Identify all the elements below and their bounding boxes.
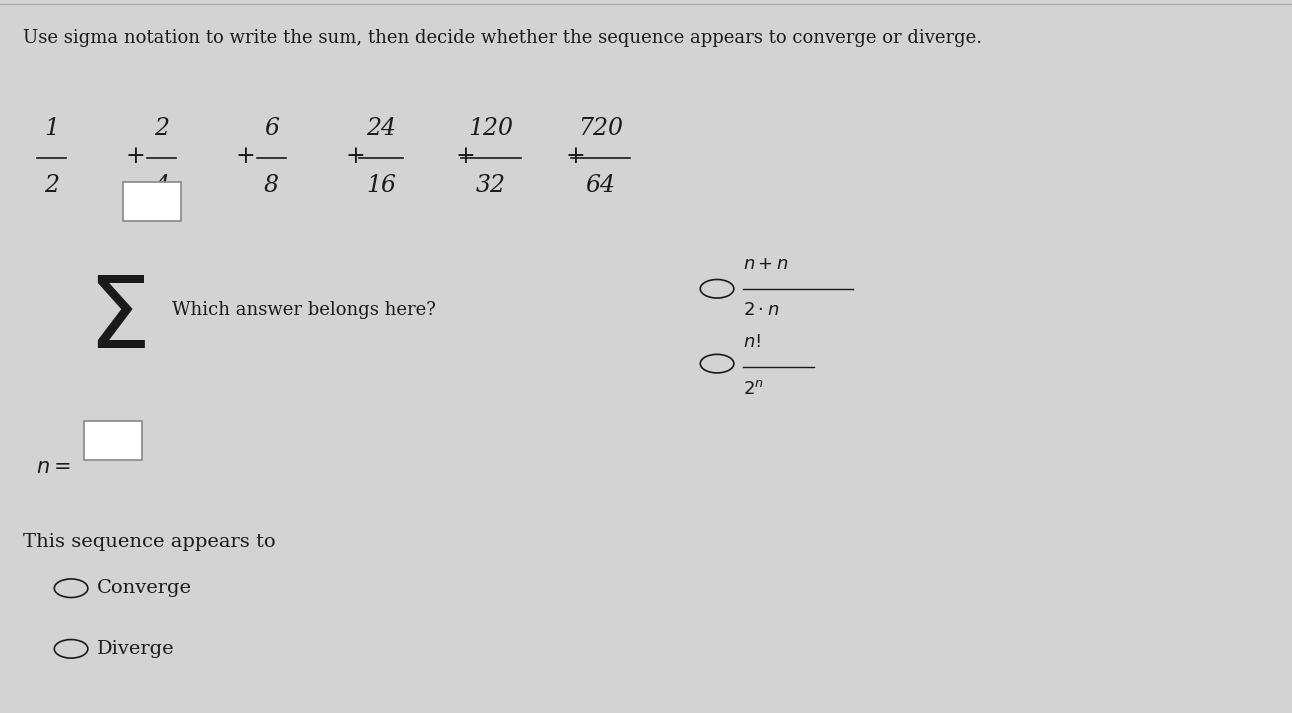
Text: 4: 4 bbox=[154, 174, 169, 197]
Text: +: + bbox=[235, 145, 256, 168]
Text: 16: 16 bbox=[366, 174, 397, 197]
Text: 2: 2 bbox=[154, 117, 169, 140]
Text: +: + bbox=[345, 145, 366, 168]
Text: Use sigma notation to write the sum, then decide whether the sequence appears to: Use sigma notation to write the sum, the… bbox=[23, 29, 982, 46]
Text: Converge: Converge bbox=[97, 579, 193, 597]
FancyBboxPatch shape bbox=[84, 421, 142, 460]
Text: $n!$: $n!$ bbox=[743, 333, 761, 352]
Text: 120: 120 bbox=[469, 117, 513, 140]
Text: $2^n$: $2^n$ bbox=[743, 379, 764, 398]
Text: +: + bbox=[455, 145, 475, 168]
Text: 64: 64 bbox=[585, 174, 616, 197]
Text: $2 \cdot n$: $2 \cdot n$ bbox=[743, 301, 779, 319]
Text: 32: 32 bbox=[475, 174, 506, 197]
Text: 6: 6 bbox=[264, 117, 279, 140]
Text: $\Sigma$: $\Sigma$ bbox=[87, 272, 146, 369]
Text: $n=$: $n=$ bbox=[36, 458, 71, 476]
FancyBboxPatch shape bbox=[123, 182, 181, 221]
Text: 720: 720 bbox=[579, 117, 623, 140]
Text: This sequence appears to: This sequence appears to bbox=[23, 533, 276, 551]
Text: 1: 1 bbox=[44, 117, 59, 140]
Text: 8: 8 bbox=[264, 174, 279, 197]
Text: 24: 24 bbox=[366, 117, 397, 140]
Text: Which answer belongs here?: Which answer belongs here? bbox=[172, 301, 435, 319]
Text: +: + bbox=[125, 145, 146, 168]
Text: $n + n$: $n + n$ bbox=[743, 255, 788, 273]
Text: 2: 2 bbox=[44, 174, 59, 197]
Text: +: + bbox=[565, 145, 585, 168]
Text: Diverge: Diverge bbox=[97, 640, 174, 658]
